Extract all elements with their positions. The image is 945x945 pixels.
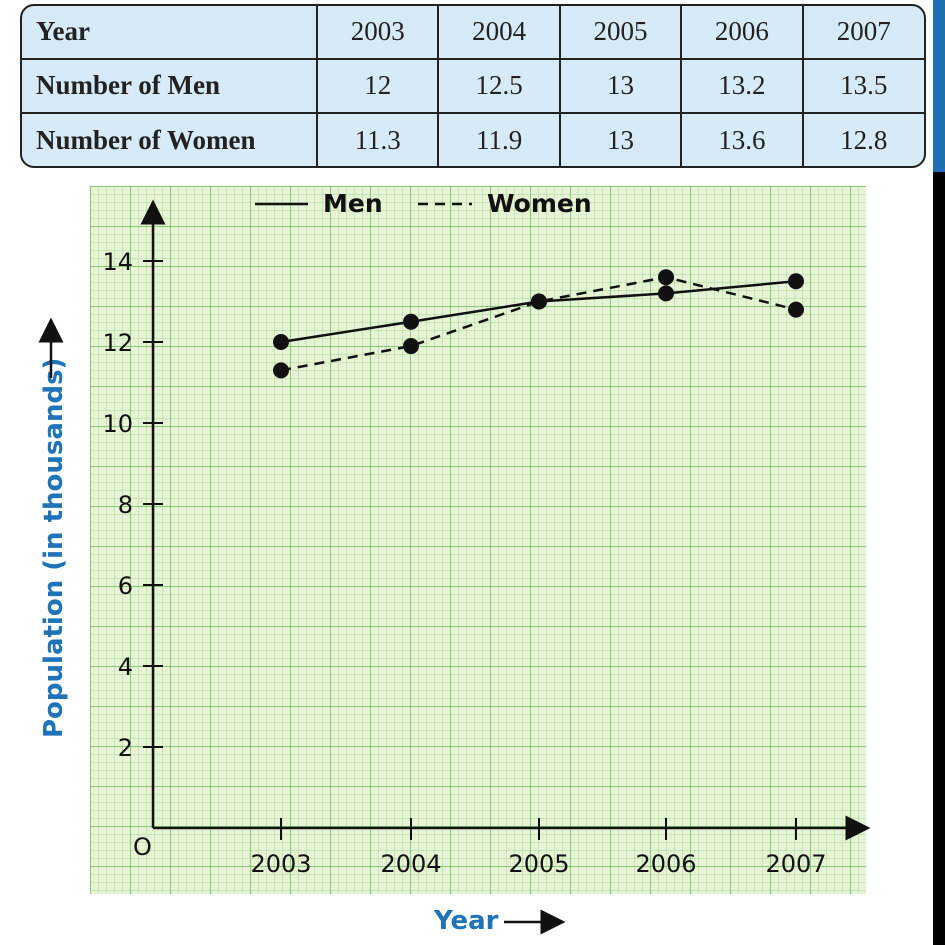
table-cell: 13 bbox=[559, 58, 683, 115]
table-header-men: Number of Men bbox=[22, 58, 318, 115]
table-cell: 11.9 bbox=[438, 113, 561, 166]
data-point-women bbox=[273, 362, 289, 379]
edge-bar-blue bbox=[933, 0, 945, 172]
table-cell: 12 bbox=[317, 58, 440, 115]
y-tick-label: 4 bbox=[118, 653, 133, 681]
x-axis-title: Year bbox=[433, 906, 499, 936]
table-header-women: Number of Women bbox=[22, 113, 318, 166]
table-cell: 12.8 bbox=[840, 124, 888, 155]
edge-bar-black bbox=[933, 172, 945, 945]
x-tick-label: 2006 bbox=[635, 850, 696, 878]
y-tick-label: 14 bbox=[102, 248, 133, 276]
table-row-women: Number of Women 11.3 11.9 13 13.6 12.8 bbox=[22, 113, 924, 166]
data-point-men bbox=[658, 285, 674, 302]
table-cell: 2004 bbox=[438, 6, 561, 60]
table-cell: 11.3 bbox=[317, 113, 440, 166]
legend-label-men: Men bbox=[323, 189, 383, 218]
x-tick-label: 2004 bbox=[380, 850, 441, 878]
table-header-year: Year bbox=[22, 6, 318, 60]
series-line-women bbox=[280, 275, 797, 372]
y-tick-label: 6 bbox=[118, 572, 133, 600]
origin-label: O bbox=[133, 833, 152, 861]
data-point-women bbox=[403, 338, 419, 355]
y-tick-label: 12 bbox=[102, 329, 133, 357]
y-tick-label: 2 bbox=[118, 734, 133, 762]
table-cell: 2005 bbox=[559, 6, 683, 60]
x-tick-label: 2003 bbox=[250, 850, 311, 878]
table-cell: 13.5 bbox=[802, 58, 924, 115]
data-point-women bbox=[788, 301, 804, 318]
table-cell: 12.5 bbox=[438, 58, 561, 115]
graph-paper bbox=[90, 186, 866, 894]
x-tick-label: 2005 bbox=[508, 850, 569, 878]
table-cell: 2003 bbox=[317, 6, 440, 60]
table-cell: 13 bbox=[559, 113, 683, 166]
data-point-women bbox=[658, 269, 674, 286]
data-point-men bbox=[788, 273, 804, 290]
table-cell: 13.6 bbox=[681, 113, 804, 166]
table-row-men: Number of Men 12 12.5 13 13.2 13.5 bbox=[22, 58, 924, 115]
data-point-women bbox=[531, 293, 547, 310]
y-tick-label: 8 bbox=[118, 491, 133, 519]
table-cell: 2007 bbox=[802, 6, 924, 60]
table-cell: 13.2 bbox=[681, 58, 804, 115]
table-row-year: Year 2003 2004 2005 2006 2007 bbox=[22, 6, 924, 60]
legend-label-women: Women bbox=[487, 189, 592, 218]
data-point-men bbox=[273, 334, 289, 350]
data-point-men bbox=[403, 313, 419, 330]
y-axis-title: Population (in thousands) bbox=[39, 358, 69, 738]
data-table: Year 2003 2004 2005 2006 2007 Number of … bbox=[20, 4, 926, 168]
table-cell: 2006 bbox=[681, 6, 804, 60]
x-tick-label: 2007 bbox=[765, 850, 826, 878]
y-tick-label: 10 bbox=[102, 410, 133, 438]
